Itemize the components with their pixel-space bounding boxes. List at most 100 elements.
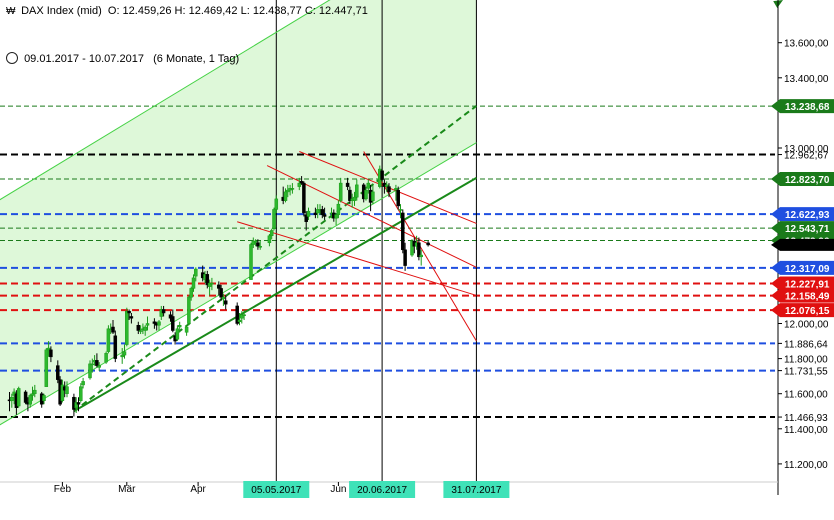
candle-body [352, 196, 357, 201]
candle-body [191, 277, 196, 289]
candle-body [23, 391, 28, 403]
candle-body [417, 242, 421, 258]
candle-body [106, 328, 111, 352]
candle-body [320, 209, 325, 215]
candle-body [396, 189, 400, 207]
y-tick-label: 11.600,00 [784, 390, 828, 401]
level-badge: 12.317,09 [771, 260, 834, 275]
candle-body [42, 395, 46, 401]
candle-body [387, 186, 391, 193]
candle-body [49, 349, 53, 358]
y-tick-label: 11.800,00 [784, 355, 828, 366]
candle-body [90, 363, 95, 366]
candle-body [97, 365, 101, 368]
level-badge-label: 12.227,91 [785, 280, 830, 291]
level-badge-label: 12.622,93 [785, 210, 830, 221]
trend-line [0, 0, 331, 201]
candle-body [33, 389, 37, 394]
level-badge: 12.543,71 [771, 221, 834, 236]
candle-body [297, 182, 302, 187]
candle-body [104, 353, 108, 363]
candle-body [336, 203, 341, 215]
x-tick-label: Jun [330, 484, 346, 495]
candle-body [384, 184, 389, 187]
candle-body [138, 330, 143, 332]
candle-body [221, 296, 226, 300]
level-badge-box [771, 99, 834, 114]
y-tick-label: 13.000,00 [784, 144, 829, 155]
level-label: 11.731,55 [784, 367, 828, 378]
candle-body [143, 326, 147, 331]
level-badge-box [771, 171, 834, 186]
candle-body [223, 300, 228, 305]
candle-body [16, 388, 21, 407]
level-badge: 12.823,70 [771, 171, 834, 186]
candle-body [122, 351, 127, 356]
candle-body [394, 188, 398, 191]
y-tick-label: 11.200,00 [784, 460, 828, 471]
candle-body [237, 319, 242, 322]
candle-body [175, 328, 180, 340]
level-badge-box [771, 221, 834, 236]
candle-body [177, 325, 182, 328]
level-badge-label: 13.238,68 [785, 102, 830, 113]
candle-body [299, 181, 304, 184]
y-tick-label: 12.000,00 [784, 320, 829, 331]
candle-body [157, 321, 161, 326]
candle-body [44, 349, 49, 387]
channel-fill [0, 0, 477, 425]
instrument-name: DAX Index (mid) [21, 5, 102, 17]
candle-body [125, 310, 129, 345]
level-badge: 12.076,15 [771, 303, 834, 318]
date-marker-label: 31.07.2017 [451, 485, 501, 496]
candle-body [398, 209, 403, 211]
green-channel-band [0, 0, 477, 425]
candle-body [366, 182, 371, 189]
candle-body [79, 386, 83, 401]
candle-body [205, 274, 210, 286]
date-marker-chip: 31.07.2017 [443, 481, 510, 498]
candle-body [338, 182, 343, 201]
x-axis: FebMärAprJunJul05.05.201720.06.201731.07… [0, 481, 778, 498]
candle-body [10, 396, 14, 401]
candle-body [272, 209, 276, 229]
ohlc-readout: O: 12.459,26 H: 12.469,42 L: 12.438,77 C… [107, 5, 368, 17]
candle-body [256, 242, 260, 247]
y-tick-label: 13.600,00 [784, 39, 829, 50]
trend-line [73, 105, 478, 413]
candle-body [290, 188, 295, 190]
level-badge: 12.622,93 [771, 207, 834, 222]
candle-body [28, 395, 32, 405]
level-badge-label: 12.076,15 [785, 306, 830, 317]
candle-body [113, 335, 118, 359]
level-badge: 12.227,91 [771, 276, 834, 291]
date-marker-label: 20.06.2017 [357, 485, 407, 496]
date-marker-chip-bg [443, 481, 510, 498]
candle-body [371, 191, 375, 201]
level-badge-box [771, 303, 834, 318]
candle-body [187, 296, 191, 324]
candle-body [136, 325, 141, 331]
date-marker-chip-bg [349, 481, 416, 498]
candle-body [345, 182, 350, 187]
candle-body [322, 214, 327, 217]
trend-line [73, 176, 477, 413]
candle-body [127, 310, 131, 314]
candle-body [274, 198, 279, 210]
candle-body [304, 214, 308, 222]
candle-body [65, 386, 69, 394]
candle-body [184, 326, 189, 333]
candle-body [81, 381, 85, 386]
period-range: 09.01.2017 - 10.07.2017 [24, 53, 144, 65]
candle-body [258, 246, 262, 248]
level-badge-label: 12.823,70 [785, 175, 830, 186]
candle-body [302, 182, 306, 214]
candle-body [269, 230, 274, 237]
y-tick-label: 11.400,00 [784, 425, 828, 436]
candle-body [129, 316, 134, 319]
candle-body [111, 326, 115, 333]
candle-body [194, 268, 198, 277]
last-price-marker [771, 238, 834, 251]
level-badge-box [771, 207, 834, 222]
